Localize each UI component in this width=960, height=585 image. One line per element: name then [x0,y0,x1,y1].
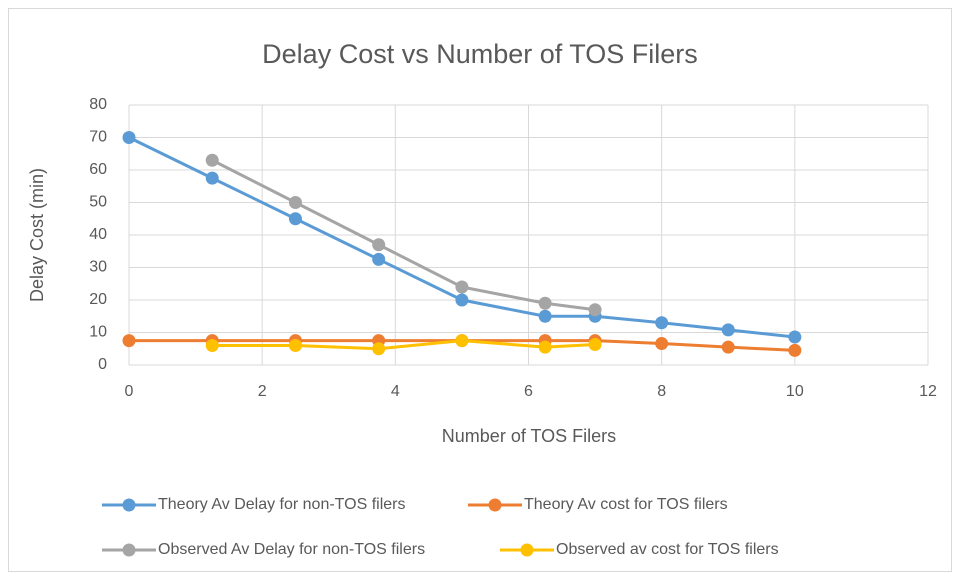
data-point [205,153,219,167]
legend-marker [122,543,136,557]
legend-label: Theory Av Delay for non-TOS filers [158,496,406,513]
data-point [122,131,136,144]
data-point [538,340,552,354]
data-point [288,339,302,352]
data-point [788,343,802,357]
x-tick-label: 10 [786,383,804,400]
data-point [122,334,136,348]
data-point [721,323,735,337]
data-point [788,330,802,344]
legend-marker [122,498,136,512]
x-tick-label: 4 [391,383,400,400]
legend-marker [488,498,502,512]
data-point [455,280,469,294]
data-point [205,171,219,185]
data-point [372,252,386,266]
y-tick-label: 40 [89,226,107,243]
data-point [288,212,302,226]
data-point [721,340,735,354]
data-point [538,309,552,323]
y-tick-label: 70 [89,129,107,146]
y-tick-label: 30 [89,259,107,276]
data-point [538,296,552,310]
data-point [588,338,602,352]
series-line [128,136,795,339]
data-point [455,293,469,307]
legend-marker [520,543,534,557]
y-tick-label: 80 [89,96,107,113]
series-line [212,339,596,351]
x-tick-label: 0 [125,383,134,400]
x-tick-label: 12 [919,383,937,400]
y-tick-label: 10 [89,324,107,341]
y-tick-label: 0 [98,356,107,373]
x-tick-label: 8 [657,383,666,400]
data-point [655,337,669,351]
data-point [588,303,602,317]
x-tick-label: 2 [258,383,267,400]
x-tick-label: 6 [524,383,533,400]
data-point [288,196,302,209]
legend-label: Theory Av cost for TOS filers [524,496,728,513]
series-line [211,158,596,312]
x-axis-label: Number of TOS Filers [442,426,616,446]
y-tick-label: 60 [89,161,107,178]
data-point [372,238,386,252]
data-point [205,339,219,352]
chart-title: Delay Cost vs Number of TOS Filers [262,39,698,69]
y-axis-label: Delay Cost (min) [27,168,47,302]
data-point [372,342,386,356]
series-line [129,339,795,352]
y-tick-label: 20 [89,291,107,308]
data-point [655,316,669,330]
legend-label: Observed Av Delay for non-TOS filers [158,541,425,558]
data-point [455,334,469,348]
legend-label: Observed av cost for TOS filers [556,541,779,558]
y-tick-label: 50 [89,194,107,211]
